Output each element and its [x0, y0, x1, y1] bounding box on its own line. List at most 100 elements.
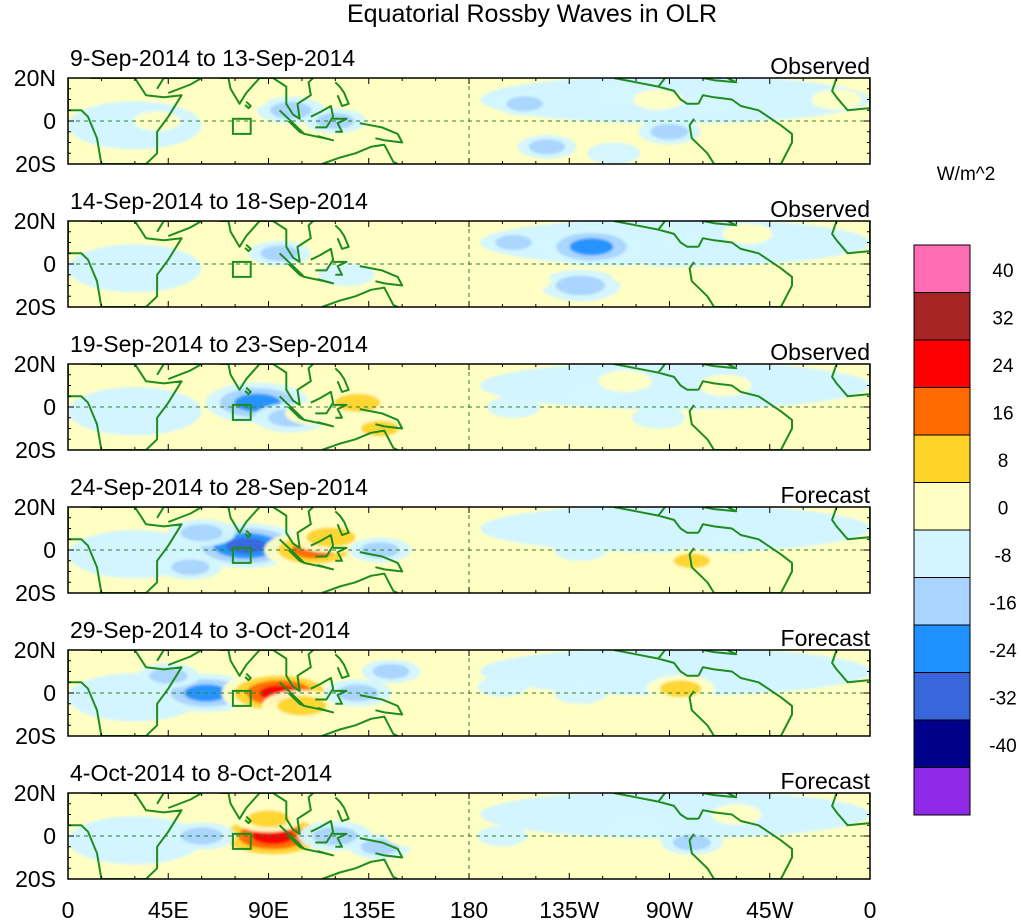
lat-tick-label: 20S [15, 151, 56, 177]
coastline [68, 364, 870, 450]
colorbar: W/m^2 40 32 24 16 8 0 -8 -16 -24 -32 -40 [913, 164, 1017, 816]
anomaly-contour [711, 143, 762, 164]
lon-tick-label: 90E [248, 897, 289, 923]
colorbar-level-label: 8 [998, 451, 1009, 472]
lat-tick-label: 20N [14, 351, 56, 377]
lon-tick-label: 45W [746, 897, 794, 923]
anomaly-field [68, 507, 870, 582]
lat-tick-label: 20N [14, 65, 56, 91]
background-band [480, 793, 870, 839]
anomaly-contour [432, 535, 483, 556]
anomaly-contour [608, 813, 665, 837]
anomaly-contour [687, 421, 741, 444]
lat-tick-label: 20S [15, 866, 56, 892]
lat-tick-label: 0 [43, 537, 56, 563]
colorbar-level-label: -32 [989, 688, 1016, 709]
anomaly-contour [569, 238, 614, 256]
anomaly-contour [498, 270, 552, 293]
index-box [231, 546, 252, 564]
panel-date-range: 9-Sep-2014 to 13-Sep-2014 [70, 45, 355, 71]
lat-tick-label: 0 [43, 251, 56, 277]
lat-tick-label: 20N [14, 208, 56, 234]
panel-date-range: 24-Sep-2014 to 28-Sep-2014 [70, 474, 368, 500]
anomaly-contour [722, 223, 773, 245]
panel-1: 20N 0 20S 9-Sep-2014 to 13-Sep-2014 Observed [14, 45, 871, 177]
colorbar-level-label: 0 [998, 498, 1009, 519]
colorbar-units: W/m^2 [937, 164, 996, 185]
index-box [231, 117, 252, 135]
anomaly-contour [285, 402, 342, 425]
anomaly-contour [487, 396, 541, 418]
panel-2: 20N 0 20S 14-Sep-2014 to 18-Sep-2014 Observe… [14, 188, 871, 320]
x-axis: 0 45E 90E 135E 180 135W 90W 45W 0 [62, 897, 877, 923]
lat-tick-label: 20S [15, 723, 56, 749]
lon-tick-label: 0 [62, 897, 75, 923]
panel-date-range: 14-Sep-2014 to 18-Sep-2014 [70, 188, 368, 214]
anomaly-contour [631, 406, 685, 429]
colorbar-level-label: -8 [995, 546, 1012, 567]
lon-tick-label: 180 [450, 897, 488, 923]
panel-date-range: 19-Sep-2014 to 23-Sep-2014 [70, 331, 368, 357]
anomaly-contour [601, 561, 649, 582]
anomaly-contour [149, 668, 188, 684]
colorbar-swatch [913, 482, 971, 531]
anomaly-contour [659, 680, 702, 698]
colorbar-level-label: -40 [989, 736, 1016, 757]
anomaly-contour [477, 676, 528, 697]
lon-tick-label: 90W [646, 897, 694, 923]
anomaly-contour [633, 89, 684, 110]
panel-status-label: Forecast [781, 625, 871, 651]
lat-tick-label: 0 [43, 394, 56, 420]
colorbar-level-label: 40 [992, 261, 1013, 282]
index-box [231, 689, 252, 707]
anomaly-contour [180, 827, 223, 845]
anomaly-contour [247, 810, 290, 828]
colorbar-swatch [913, 292, 971, 341]
anomaly-contour [673, 553, 710, 569]
panel-status-label: Forecast [781, 768, 871, 794]
coastline [68, 650, 870, 736]
anomaly-contour [360, 839, 399, 855]
lat-tick-label: 20S [15, 294, 56, 320]
anomaly-contour [318, 263, 375, 287]
colorbar-swatch [913, 719, 971, 768]
anomaly-contour [672, 834, 711, 851]
lat-tick-label: 0 [43, 823, 56, 849]
background-band [68, 244, 202, 293]
anomaly-contour [611, 264, 662, 286]
anomaly-contour [396, 231, 453, 254]
coastline [68, 507, 870, 593]
anomaly-contour [687, 699, 741, 722]
chart-title: Equatorial Rossby Waves in OLR [347, 0, 717, 28]
anomaly-contour [399, 279, 450, 301]
anomaly-contour [687, 278, 741, 301]
anomaly-contour [555, 275, 606, 296]
lon-tick-label: 135W [539, 897, 599, 923]
panel-status-label: Observed [770, 53, 870, 79]
colorbar-level-label: 16 [992, 403, 1013, 424]
panel-status-label: Observed [770, 339, 870, 365]
anomaly-contour [724, 852, 771, 872]
anomaly-contour [711, 804, 762, 825]
background-band [68, 816, 202, 865]
colorbar-swatch [913, 434, 971, 483]
anomaly-contour [709, 530, 763, 553]
anomaly-contour [598, 370, 652, 393]
index-box [231, 260, 252, 278]
index-box [231, 403, 252, 421]
background-band [68, 101, 202, 150]
colorbar-level-label: 32 [992, 308, 1013, 329]
lon-tick-label: 45E [148, 897, 189, 923]
lat-tick-label: 0 [43, 108, 56, 134]
panel-5: 20N 0 20S 29-Sep-2014 to 3-Oct-2014 Forecast [14, 617, 871, 749]
colorbar-level-label: -16 [989, 593, 1016, 614]
anomaly-contour [563, 384, 620, 408]
anomaly-contour [372, 664, 410, 679]
lat-tick-label: 20S [15, 437, 56, 463]
panel-4: 20N 0 20S 24-Sep-2014 to 28-Sep-2014 Forecas… [14, 474, 871, 606]
panel-status-label: Forecast [781, 482, 871, 508]
anomaly-field [68, 364, 870, 444]
colorbar-swatch [913, 767, 971, 816]
lat-tick-label: 20N [14, 780, 56, 806]
